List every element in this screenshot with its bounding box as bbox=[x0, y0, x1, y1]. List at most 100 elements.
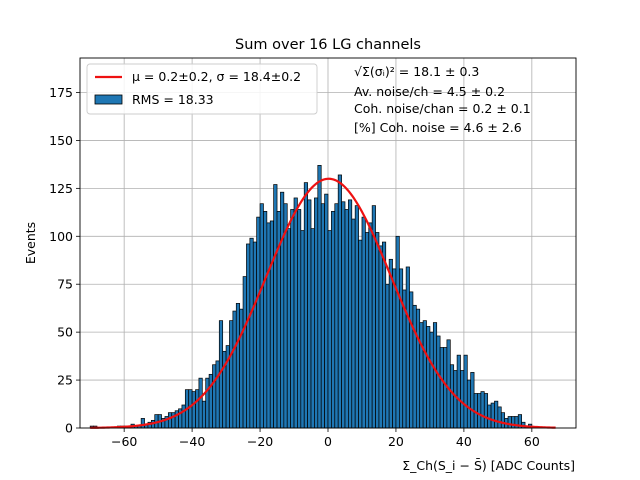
histogram-bar bbox=[449, 364, 455, 429]
histogram-bar bbox=[269, 220, 274, 429]
histogram-bar bbox=[426, 326, 431, 429]
histogram-bar bbox=[181, 404, 186, 429]
histogram-bar bbox=[310, 228, 315, 429]
y-tick-label: 150 bbox=[49, 133, 73, 148]
histogram-bar bbox=[320, 203, 325, 429]
histogram-bar bbox=[290, 209, 295, 429]
x-axis-ticks: −60 −40 −20 0 20 40 60 bbox=[111, 428, 540, 449]
histogram-bar bbox=[212, 364, 217, 429]
histogram-bar bbox=[229, 320, 234, 429]
histogram-bar bbox=[466, 379, 472, 429]
histogram-bar bbox=[446, 339, 451, 429]
histogram-bar bbox=[463, 354, 468, 429]
y-tick-label: 175 bbox=[49, 85, 73, 100]
histogram-bar bbox=[477, 393, 482, 429]
histogram-bar bbox=[246, 243, 251, 429]
histogram-bar bbox=[167, 412, 173, 429]
histogram-bar bbox=[365, 232, 370, 429]
legend-hist-label: RMS = 18.33 bbox=[132, 92, 214, 107]
histogram-bar bbox=[483, 393, 489, 429]
histogram-bar bbox=[205, 377, 210, 429]
histogram-bar bbox=[341, 201, 346, 429]
histogram-bar bbox=[395, 235, 400, 429]
annotation-coherent-noise: Coh. noise/chan = 0.2 ± 0.1 bbox=[354, 101, 531, 116]
histogram-bar bbox=[195, 389, 200, 429]
histogram-bar bbox=[344, 209, 349, 429]
histogram-bar bbox=[191, 391, 196, 429]
histogram-bar bbox=[215, 360, 220, 429]
histogram-bar bbox=[412, 304, 417, 429]
histogram-bar bbox=[511, 416, 516, 429]
histogram-bar bbox=[443, 347, 448, 429]
x-tick-label: −40 bbox=[179, 434, 205, 449]
histogram-bar bbox=[259, 203, 264, 429]
histogram-bar bbox=[354, 205, 359, 429]
fit-curve-layer bbox=[90, 177, 556, 429]
histogram-bar bbox=[385, 283, 390, 429]
histogram-bar bbox=[382, 241, 387, 429]
x-axis-label: Σ_Ch(S_i − S̄) [ADC Counts] bbox=[402, 458, 575, 473]
histogram-bar bbox=[188, 389, 193, 429]
histogram-bar bbox=[283, 203, 288, 429]
legend-frame bbox=[86, 63, 318, 115]
histogram-bar bbox=[263, 211, 268, 429]
histogram-bar bbox=[273, 184, 278, 429]
histogram-bar bbox=[398, 268, 404, 429]
x-tick-label: −20 bbox=[247, 434, 273, 449]
annotation-avg-noise: Av. noise/ch = 4.5 ± 0.2 bbox=[354, 84, 505, 99]
gaussian-fit-curve bbox=[90, 177, 556, 429]
histogram-bar bbox=[436, 335, 441, 429]
histogram-bar bbox=[348, 199, 353, 429]
histogram-bar bbox=[337, 174, 342, 429]
histogram-bar bbox=[208, 373, 213, 429]
histogram-bar bbox=[293, 197, 298, 429]
x-tick-label: 0 bbox=[324, 434, 332, 449]
y-axis-label: Events bbox=[23, 222, 38, 264]
y-tick-label: 100 bbox=[49, 229, 73, 244]
histogram-bar bbox=[507, 416, 512, 429]
histogram-bar bbox=[256, 216, 261, 429]
histogram-bar bbox=[415, 308, 421, 429]
x-tick-label: 60 bbox=[524, 434, 540, 449]
stats-annotations: √Σ(σᵢ)² = 18.1 ± 0.3 Av. noise/ch = 4.5 … bbox=[354, 64, 531, 135]
histogram-bar bbox=[405, 266, 410, 429]
histogram-bar bbox=[422, 320, 427, 429]
histogram-bar bbox=[361, 216, 366, 429]
y-axis-ticks: 0 25 50 75 100 125 150 175 bbox=[49, 85, 80, 436]
x-tick-label: 40 bbox=[456, 434, 472, 449]
histogram-bar bbox=[409, 291, 414, 429]
histogram-bar bbox=[334, 203, 339, 429]
histogram-bar bbox=[429, 331, 434, 429]
histogram-bar bbox=[456, 354, 461, 429]
chart-title: Sum over 16 LG channels bbox=[235, 37, 421, 53]
histogram-bar bbox=[252, 241, 258, 429]
histogram-bar bbox=[419, 322, 424, 429]
histogram-bar bbox=[331, 211, 336, 429]
histogram-bar bbox=[198, 377, 203, 429]
histogram-bar bbox=[392, 268, 397, 429]
histogram-bar bbox=[242, 276, 247, 429]
histogram-bar bbox=[375, 232, 380, 429]
x-tick-label: 20 bbox=[388, 434, 404, 449]
legend: μ = 0.2±0.2, σ = 18.4±0.2 RMS = 18.33 bbox=[86, 63, 318, 115]
histogram-bar bbox=[439, 347, 444, 429]
histogram-bar bbox=[480, 391, 485, 429]
histogram-bar bbox=[324, 193, 329, 429]
y-tick-label: 50 bbox=[57, 325, 73, 340]
histogram-bar bbox=[201, 400, 207, 429]
histogram-bar bbox=[307, 199, 312, 429]
histogram-bar bbox=[317, 165, 322, 429]
annotation-sum-sigma: √Σ(σᵢ)² = 18.1 ± 0.3 bbox=[354, 64, 479, 79]
histogram-bar bbox=[239, 308, 244, 429]
histogram-bar bbox=[358, 239, 363, 429]
histogram-bar bbox=[297, 209, 302, 429]
histogram-bar bbox=[351, 218, 356, 429]
histogram-bar bbox=[388, 258, 393, 429]
histogram-bar bbox=[500, 412, 506, 429]
histogram-bar bbox=[368, 222, 373, 429]
y-tick-label: 0 bbox=[65, 421, 73, 436]
histogram-bar bbox=[487, 404, 492, 429]
histogram-bar bbox=[303, 182, 308, 429]
annotation-coherent-percent: [%] Coh. noise = 4.6 ± 2.6 bbox=[354, 120, 522, 135]
